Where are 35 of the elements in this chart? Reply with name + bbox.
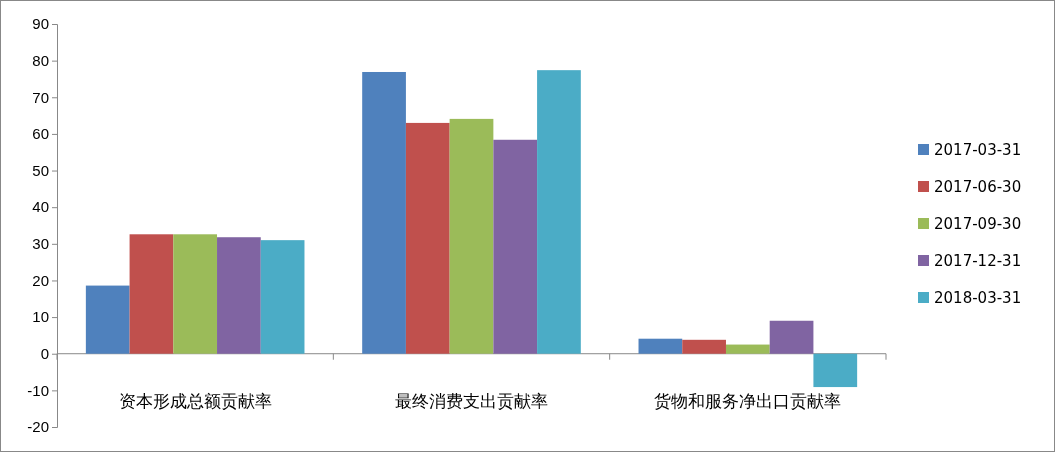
y-tick-label: 80 [32, 51, 49, 69]
y-tick-label: 60 [32, 125, 49, 143]
y-tick-label: 70 [32, 88, 49, 106]
bar [85, 285, 130, 354]
y-tick-label: 40 [32, 198, 49, 216]
y-tick-label: 50 [32, 161, 49, 179]
bar [769, 320, 814, 354]
y-tick-label: 30 [32, 235, 49, 253]
bar [537, 70, 581, 354]
legend-label: 2018-03-31 [934, 289, 1022, 307]
bar [260, 240, 305, 354]
x-tick-label: 货物和服务净出口贡献率 [654, 391, 842, 412]
bar [129, 234, 174, 354]
y-tick-label: 0 [40, 345, 49, 363]
y-tick-label: 90 [32, 15, 49, 33]
x-tick-label: 资本形成总额贡献率 [118, 391, 272, 412]
legend-label: 2017-12-31 [934, 252, 1022, 270]
legend-label: 2017-06-30 [934, 178, 1022, 196]
bar [638, 338, 683, 354]
y-tick-label: 10 [32, 308, 49, 326]
bar [362, 71, 406, 354]
bar [493, 139, 538, 354]
y-tick-label: -10 [27, 381, 49, 399]
bar [449, 118, 494, 354]
y-tick-label: 20 [32, 271, 49, 289]
bar [813, 353, 858, 388]
legend-label: 2017-09-30 [934, 215, 1022, 233]
bar [682, 339, 726, 354]
y-tick-label: -20 [27, 418, 49, 436]
bar [217, 237, 261, 354]
bar [173, 234, 218, 354]
bar [725, 344, 770, 354]
legend-label: 2017-03-31 [934, 141, 1022, 159]
x-tick-label: 最终消费支出贡献率 [395, 391, 548, 412]
bar [405, 122, 450, 354]
